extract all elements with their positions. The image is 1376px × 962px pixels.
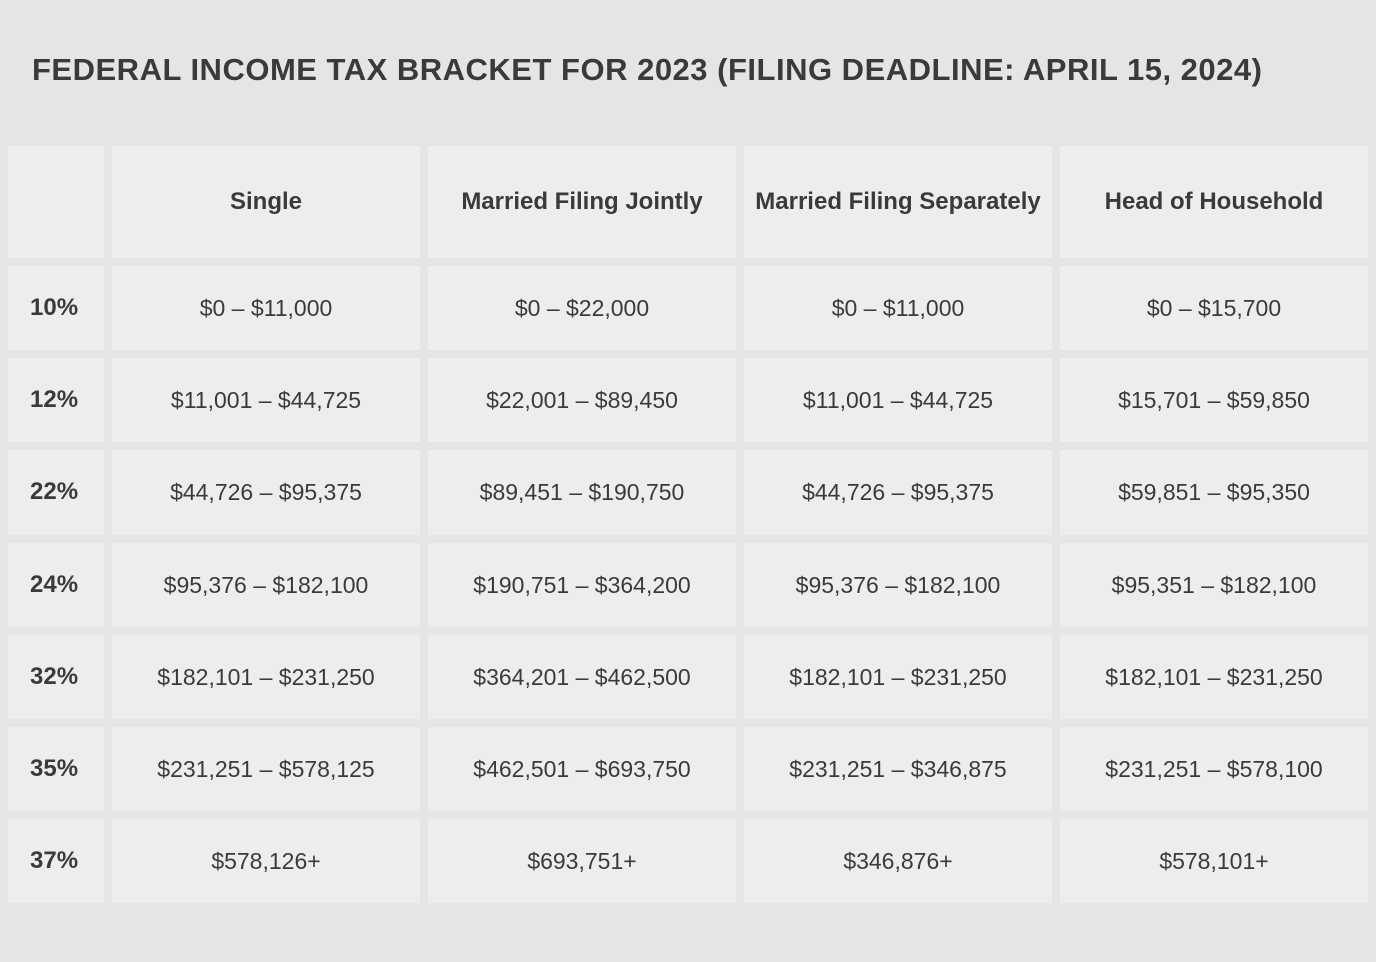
bracket-cell: $346,876+ — [744, 819, 1052, 903]
table-row: 22% $44,726 – $95,375 $89,451 – $190,750… — [8, 450, 1368, 534]
bracket-cell: $364,201 – $462,500 — [428, 635, 736, 719]
bracket-cell: $95,351 – $182,100 — [1060, 543, 1368, 627]
bracket-cell: $11,001 – $44,725 — [744, 358, 1052, 442]
bracket-cell: $231,251 – $578,100 — [1060, 727, 1368, 811]
bracket-cell: $59,851 – $95,350 — [1060, 450, 1368, 534]
bracket-cell: $89,451 – $190,750 — [428, 450, 736, 534]
table-row: 24% $95,376 – $182,100 $190,751 – $364,2… — [8, 543, 1368, 627]
page-title: FEDERAL INCOME TAX BRACKET FOR 2023 (FIL… — [0, 0, 1376, 138]
bracket-cell: $578,126+ — [112, 819, 420, 903]
bracket-cell: $0 – $22,000 — [428, 266, 736, 350]
rate-cell: 10% — [8, 266, 104, 350]
bracket-cell: $22,001 – $89,450 — [428, 358, 736, 442]
table-row: 10% $0 – $11,000 $0 – $22,000 $0 – $11,0… — [8, 266, 1368, 350]
rate-cell: 22% — [8, 450, 104, 534]
col-header-married-jointly: Married Filing Jointly — [428, 146, 736, 258]
bracket-cell: $0 – $11,000 — [744, 266, 1052, 350]
col-header-head-of-household: Head of Household — [1060, 146, 1368, 258]
rate-cell: 37% — [8, 819, 104, 903]
table-row: 12% $11,001 – $44,725 $22,001 – $89,450 … — [8, 358, 1368, 442]
table-row: 35% $231,251 – $578,125 $462,501 – $693,… — [8, 727, 1368, 811]
bracket-cell: $693,751+ — [428, 819, 736, 903]
bracket-cell: $182,101 – $231,250 — [1060, 635, 1368, 719]
bracket-cell: $95,376 – $182,100 — [112, 543, 420, 627]
bracket-cell: $182,101 – $231,250 — [112, 635, 420, 719]
bracket-cell: $0 – $11,000 — [112, 266, 420, 350]
table-corner-cell — [8, 146, 104, 258]
bracket-cell: $231,251 – $578,125 — [112, 727, 420, 811]
bracket-cell: $578,101+ — [1060, 819, 1368, 903]
bracket-cell: $190,751 – $364,200 — [428, 543, 736, 627]
tax-bracket-table-wrap: Single Married Filing Jointly Married Fi… — [0, 138, 1376, 911]
rate-cell: 35% — [8, 727, 104, 811]
bracket-cell: $462,501 – $693,750 — [428, 727, 736, 811]
col-header-single: Single — [112, 146, 420, 258]
tax-bracket-table: Single Married Filing Jointly Married Fi… — [0, 138, 1376, 911]
col-header-married-separately: Married Filing Separately — [744, 146, 1052, 258]
bracket-cell: $95,376 – $182,100 — [744, 543, 1052, 627]
table-row: 37% $578,126+ $693,751+ $346,876+ $578,1… — [8, 819, 1368, 903]
bracket-cell: $0 – $15,700 — [1060, 266, 1368, 350]
table-header-row: Single Married Filing Jointly Married Fi… — [8, 146, 1368, 258]
rate-cell: 32% — [8, 635, 104, 719]
bracket-cell: $44,726 – $95,375 — [744, 450, 1052, 534]
rate-cell: 12% — [8, 358, 104, 442]
table-row: 32% $182,101 – $231,250 $364,201 – $462,… — [8, 635, 1368, 719]
rate-cell: 24% — [8, 543, 104, 627]
bracket-cell: $182,101 – $231,250 — [744, 635, 1052, 719]
bracket-cell: $44,726 – $95,375 — [112, 450, 420, 534]
bracket-cell: $15,701 – $59,850 — [1060, 358, 1368, 442]
bracket-cell: $231,251 – $346,875 — [744, 727, 1052, 811]
bracket-cell: $11,001 – $44,725 — [112, 358, 420, 442]
